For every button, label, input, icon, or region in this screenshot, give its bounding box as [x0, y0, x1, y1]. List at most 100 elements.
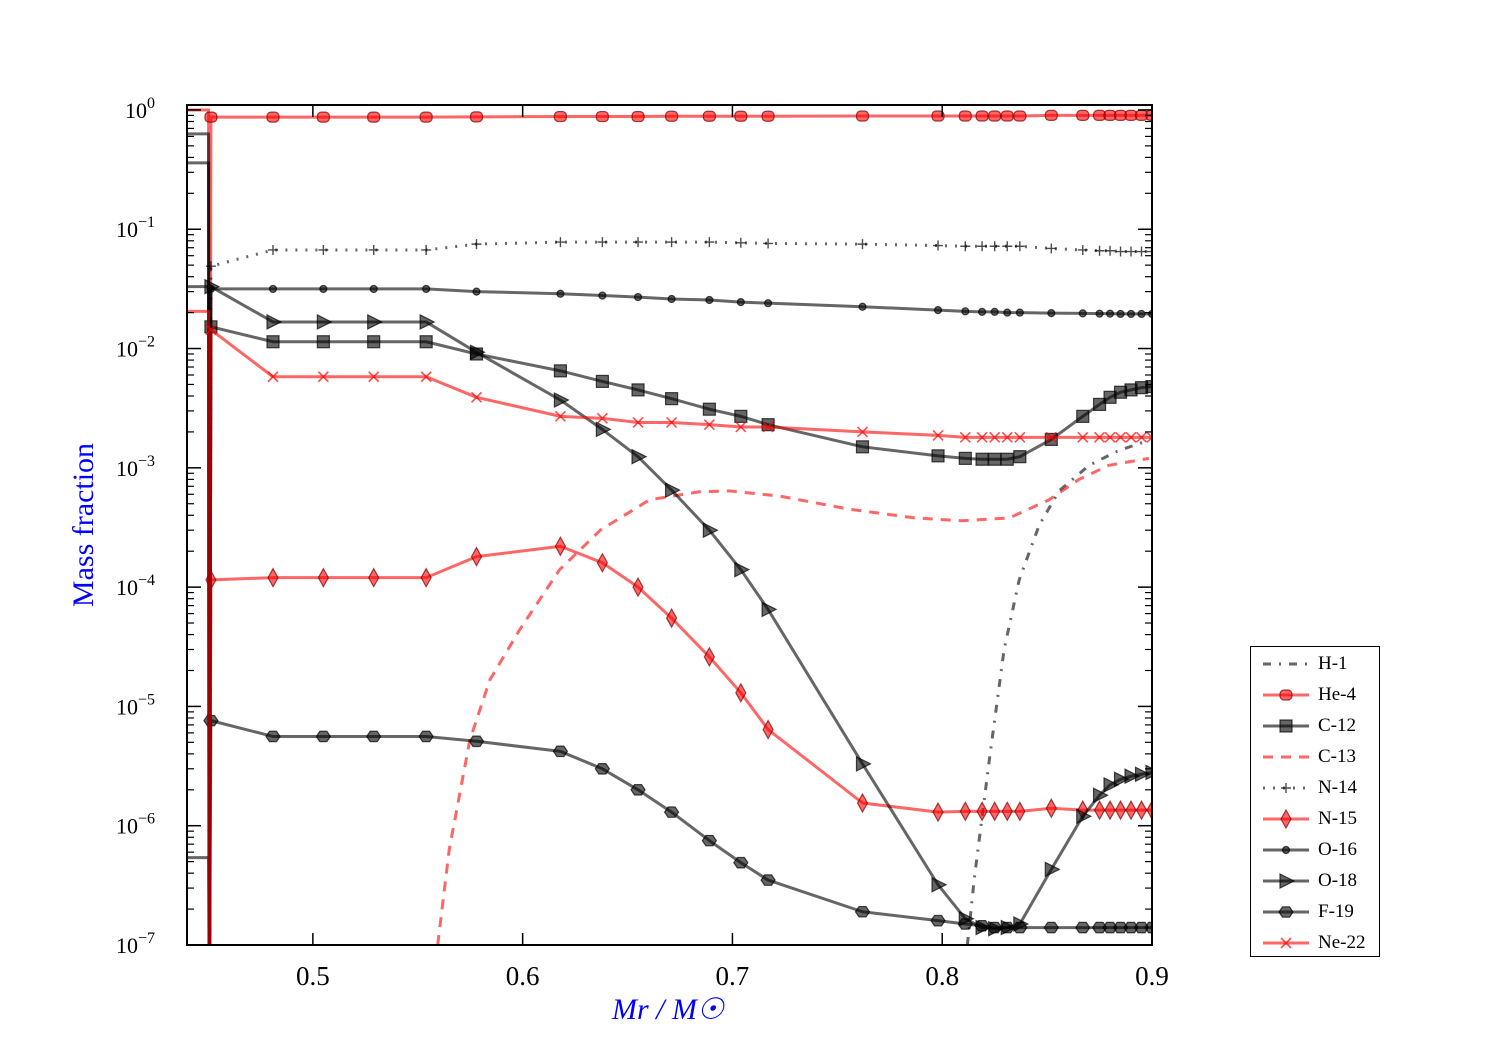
- data-point-diamond: [735, 682, 747, 704]
- series-he-4: [187, 108, 1152, 945]
- y-tick-label: 10−4: [116, 572, 155, 600]
- legend-item-o-18: O-18: [1251, 866, 1381, 896]
- data-point-diamond: [1093, 799, 1106, 821]
- data-point-square: [734, 409, 748, 423]
- data-point-circle: [595, 110, 609, 123]
- data-point-triangle: [631, 448, 648, 465]
- data-point-circle: [419, 111, 433, 123]
- series-o-16: [187, 132, 1152, 945]
- data-point-circle: [958, 110, 972, 122]
- data-point-triangle: [1044, 861, 1061, 878]
- data-point-plus: [1126, 246, 1137, 257]
- data-point-x: [1135, 431, 1148, 443]
- y-axis-label: Mass fraction: [67, 442, 100, 608]
- series-ne-22: [187, 309, 1152, 945]
- x-tick-label: 0.8: [925, 961, 959, 991]
- data-point-dot: [268, 284, 278, 294]
- data-point-x: [1001, 431, 1013, 443]
- data-point-dot: [961, 307, 970, 316]
- data-point-plus: [471, 239, 482, 250]
- data-point-diamond: [1045, 798, 1057, 819]
- data-point-diamond: [317, 567, 330, 588]
- data-point-dot: [556, 289, 565, 298]
- series-n-14: [205, 237, 1152, 945]
- data-point-plus: [268, 244, 279, 255]
- data-point-diamond: [267, 567, 279, 588]
- data-point-plus: [1147, 246, 1152, 257]
- data-point-diamond: [988, 801, 1001, 822]
- data-point-hexagon: [701, 834, 718, 847]
- data-point-square: [367, 335, 381, 349]
- data-point-diamond: [932, 801, 944, 823]
- data-point-hexagon: [930, 914, 946, 927]
- data-point-dot: [633, 292, 643, 302]
- data-point-hexagon: [1075, 921, 1091, 934]
- data-point-diamond: [596, 552, 609, 574]
- data-point-x: [1146, 431, 1152, 443]
- data-point-plus: [989, 241, 1000, 252]
- data-point-triangle: [1092, 787, 1109, 804]
- data-point-square: [664, 392, 679, 406]
- legend-swatch: [1263, 873, 1309, 889]
- data-point-square: [1000, 452, 1014, 466]
- legend-label: H-1: [1318, 653, 1348, 674]
- data-point-x: [205, 324, 217, 336]
- data-point-circle: [1076, 109, 1090, 121]
- data-point-x: [1280, 937, 1292, 949]
- data-point-square: [419, 335, 433, 349]
- legend-item-n-14: N-14: [1251, 773, 1381, 803]
- data-point-diamond: [368, 567, 380, 588]
- data-point-hexagon: [315, 730, 332, 743]
- data-point-diamond: [1001, 801, 1013, 822]
- legend-label: Ne-22: [1318, 932, 1366, 953]
- series-c-12: [187, 161, 1152, 945]
- data-point-circle: [367, 111, 381, 123]
- data-point-square: [1279, 719, 1293, 733]
- data-point-x: [1114, 431, 1127, 443]
- data-point-dot: [977, 307, 987, 316]
- data-point-triangle: [855, 755, 872, 772]
- data-point-hexagon: [663, 806, 680, 818]
- data-point-dot: [933, 305, 943, 315]
- legend-label: C-13: [1318, 746, 1356, 767]
- legend-swatch: [1263, 906, 1309, 918]
- data-point-hexagon: [974, 919, 990, 932]
- series-line: [208, 544, 1152, 945]
- data-point-dot: [319, 284, 328, 294]
- data-point-square: [975, 452, 989, 466]
- data-point-x: [1014, 431, 1026, 443]
- data-point-diamond: [632, 576, 644, 598]
- data-point-diamond: [554, 536, 567, 557]
- data-point-triangle: [931, 876, 948, 893]
- plot-frame: [186, 104, 1153, 946]
- data-point-dot: [763, 299, 773, 308]
- data-point-hexagon: [265, 730, 281, 743]
- data-point-plus: [633, 237, 644, 248]
- series-line: [187, 132, 1152, 945]
- data-point-dot: [1078, 309, 1087, 318]
- data-point-triangle: [595, 421, 612, 438]
- data-point-circle: [553, 110, 568, 123]
- data-point-diamond: [1125, 799, 1137, 821]
- data-point-hexagon: [986, 921, 1003, 934]
- data-point-dot: [1003, 308, 1012, 317]
- data-point-plus: [1002, 241, 1013, 252]
- data-point-x: [1093, 431, 1106, 443]
- legend-swatch: [1263, 937, 1309, 949]
- legend-item-o-16: O-16: [1251, 835, 1381, 865]
- data-point-dot: [858, 302, 867, 311]
- data-point-circle: [1000, 110, 1014, 122]
- data-point-x: [735, 421, 747, 433]
- data-point-diamond: [420, 567, 432, 588]
- data-point-circle: [469, 111, 484, 123]
- data-point-hexagon: [468, 735, 485, 748]
- y-tick-label: 10−1: [116, 214, 155, 242]
- data-point-dot: [1281, 845, 1291, 855]
- series-line: [965, 438, 1150, 945]
- data-point-dot: [472, 287, 481, 296]
- data-point-diamond: [1146, 799, 1152, 821]
- legend-label: N-14: [1318, 777, 1358, 798]
- data-point-circle: [1044, 109, 1058, 121]
- data-point-plus: [1281, 783, 1291, 793]
